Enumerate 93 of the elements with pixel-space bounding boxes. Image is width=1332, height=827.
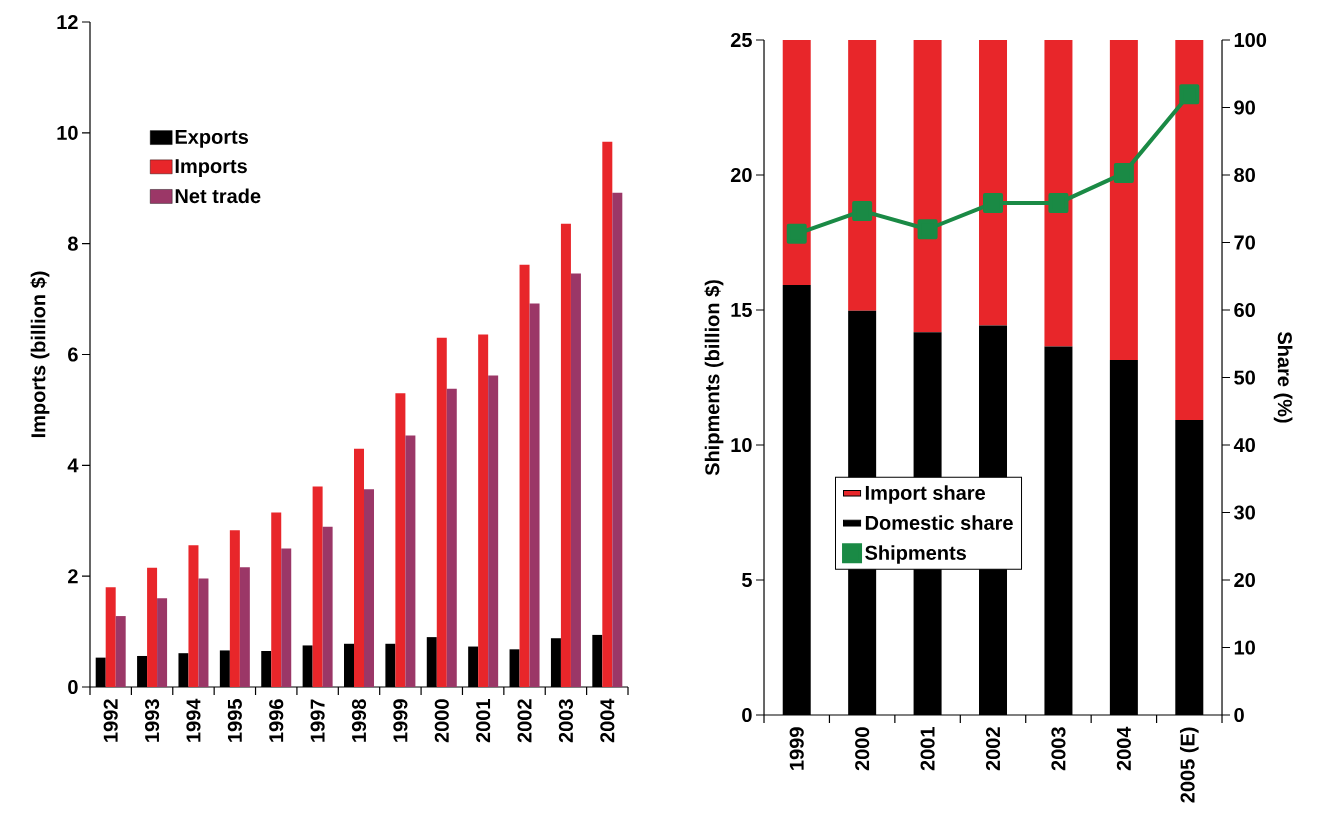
bar: [560, 223, 571, 687]
y2-tick-label: 20: [1234, 572, 1255, 588]
y-tick-label: 12: [57, 15, 78, 29]
bar: [198, 578, 209, 687]
y-tick-label: 8: [67, 236, 78, 251]
y-tick-label: 5: [741, 573, 752, 587]
bar: [281, 548, 292, 687]
x-tick-label: 2004: [1116, 726, 1131, 771]
bar: [488, 375, 499, 687]
x-tick-label: 2003: [1051, 727, 1066, 771]
bar: [188, 545, 199, 687]
bar: [570, 273, 581, 687]
bar: [229, 530, 240, 687]
x-tick-label: 1999: [789, 727, 804, 770]
legend-label: Net trade: [175, 188, 261, 204]
point: [1048, 193, 1069, 214]
bar: [115, 616, 126, 687]
x-tick-label: 1994: [186, 698, 201, 742]
y2-tick-label: 30: [1234, 505, 1255, 520]
bar: [322, 526, 333, 687]
y-tick-label: 0: [68, 679, 78, 695]
y-tick-label: 6: [68, 347, 78, 362]
y2-tick-label: 70: [1234, 235, 1255, 250]
y2-tick-label: 10: [1234, 640, 1255, 655]
x-tick-label: 2002: [985, 727, 1001, 771]
bar: [157, 598, 168, 687]
y-tick-label: 0: [742, 707, 752, 723]
bar: [105, 587, 116, 687]
x-tick-label: 2005 (E): [1179, 727, 1199, 803]
y-tick-label: 10: [731, 437, 752, 453]
y2-tick-label: 0: [1234, 707, 1244, 723]
bar: [1109, 39, 1138, 360]
bar: [312, 486, 323, 687]
point: [917, 219, 938, 240]
bar: [436, 337, 447, 687]
y2-tick-label: 90: [1234, 100, 1255, 115]
point: [852, 200, 873, 221]
y-tick-label: 2: [68, 569, 78, 584]
bar: [239, 567, 250, 687]
x-tick-label: 2000: [855, 727, 870, 771]
x-tick-label: 1992: [103, 699, 118, 742]
bar: [612, 192, 623, 687]
y-tick-label: 4: [67, 458, 79, 473]
x-tick-label: 2003: [558, 699, 574, 743]
legend-label: Exports: [175, 129, 249, 148]
x-tick-label: 1996: [269, 699, 284, 742]
x-tick-label: 2001: [920, 727, 935, 771]
point: [786, 223, 807, 244]
bar: [354, 448, 365, 687]
x-tick-label: 1995: [227, 699, 242, 742]
bar: [147, 567, 158, 687]
x-tick-label: 2004: [600, 698, 615, 743]
x-tick-label: 1999: [393, 699, 408, 742]
bar: [979, 39, 1008, 326]
bar: [529, 303, 540, 687]
point: [1113, 163, 1134, 184]
x-tick-label: 2000: [434, 699, 449, 743]
x-tick-label: 2002: [517, 699, 532, 743]
y2-tick-label: 40: [1233, 437, 1255, 453]
bar: [478, 334, 489, 687]
legend-label: Imports: [175, 159, 247, 178]
bar: [405, 435, 416, 687]
y2-tick-label: 50: [1234, 370, 1255, 385]
bar: [364, 489, 374, 687]
legend-label: Shipments: [865, 545, 966, 564]
y2-axis-title: Share (%): [1273, 331, 1293, 423]
bar: [519, 264, 530, 687]
y-tick-label: 25: [730, 32, 752, 48]
bar: [1044, 39, 1073, 347]
x-tick-label: 1998: [351, 699, 367, 742]
y2-tick-label: 100: [1234, 32, 1267, 48]
bar: [602, 141, 613, 687]
y2-tick-label: 60: [1234, 302, 1255, 318]
y-tick-label: 20: [730, 167, 752, 183]
point: [1179, 84, 1200, 105]
point: [983, 193, 1004, 214]
legend-label: Domestic share: [865, 515, 1013, 530]
x-tick-label: 2001: [476, 699, 491, 743]
bar: [913, 39, 942, 333]
x-tick-label: 1997: [310, 699, 325, 742]
y-tick-label: 10: [57, 125, 78, 140]
bar: [1175, 39, 1204, 421]
bar: [782, 39, 811, 286]
y-tick-label: 15: [731, 303, 752, 317]
y2-tick-label: 80: [1234, 167, 1255, 183]
bar: [271, 512, 282, 687]
legend-label: Import share: [865, 485, 986, 504]
bar: [446, 388, 457, 687]
y-axis-title: Imports (billion $): [30, 271, 50, 438]
bar: [395, 393, 406, 687]
bar: [848, 39, 877, 311]
y-axis-title: Shipments (billion $): [704, 280, 724, 476]
x-tick-label: 1993: [144, 699, 160, 742]
